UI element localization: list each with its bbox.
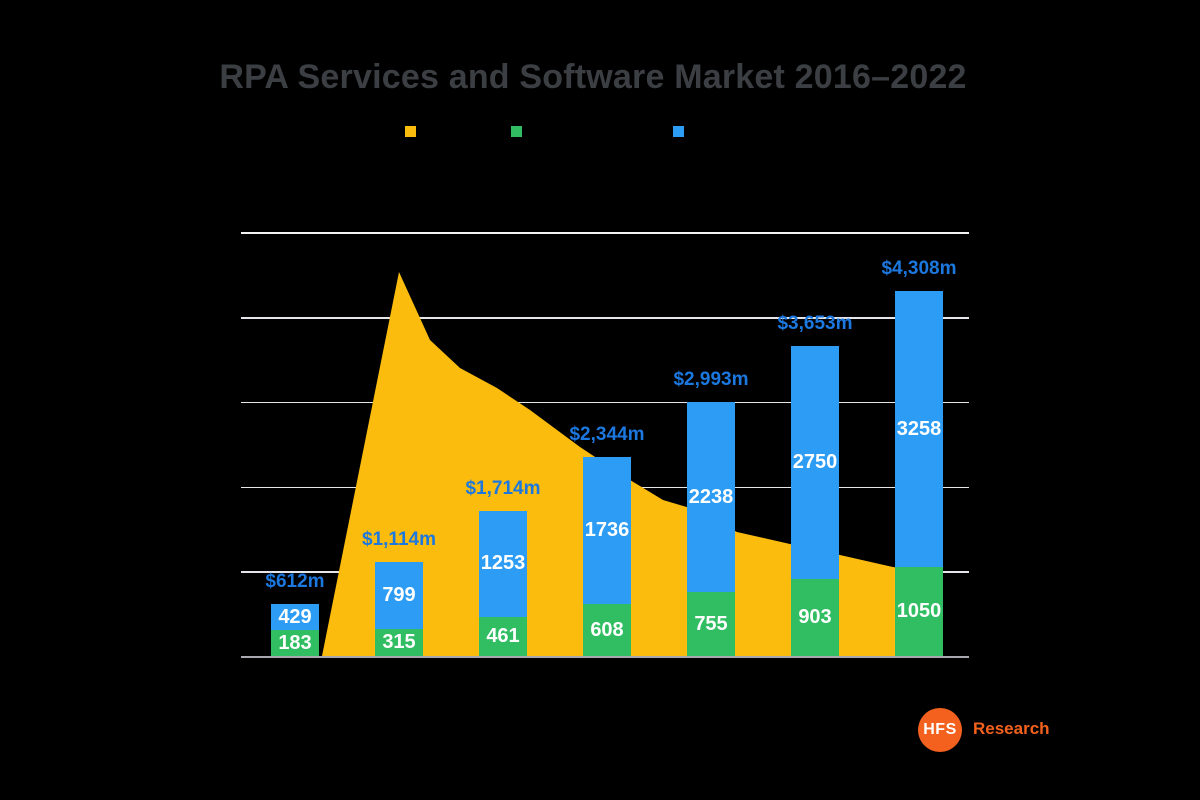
legend-yellow-swatch-icon bbox=[405, 126, 416, 137]
bar-total-label: $1,114m bbox=[362, 528, 436, 550]
bar-segment-green: 608 bbox=[583, 604, 631, 656]
bar-segment-green: 315 bbox=[375, 629, 423, 656]
bar-segment-green: 1050 bbox=[895, 567, 943, 656]
bar-total-label: $4,308m bbox=[881, 258, 957, 279]
bar-segment-green: 461 bbox=[479, 616, 527, 656]
bar-segment-blue: 1736 bbox=[583, 457, 631, 605]
bar-segment-green: 183 bbox=[271, 630, 319, 656]
bar-segment-blue: 799 bbox=[375, 561, 423, 630]
bar-segment-blue: 2238 bbox=[687, 402, 735, 593]
bar-total-label: $3,653m bbox=[777, 313, 853, 335]
gridline bbox=[241, 401, 969, 404]
bar-segment-blue: 3258 bbox=[895, 291, 943, 568]
bar-segment-blue: 2750 bbox=[791, 346, 839, 580]
bar-segment-blue: 1253 bbox=[479, 510, 527, 617]
x-axis-line bbox=[241, 656, 969, 658]
legend-blue-swatch-icon bbox=[673, 126, 684, 137]
bar-total-label: $612m bbox=[265, 571, 325, 593]
legend-green-swatch-icon bbox=[511, 126, 522, 137]
bar-segment-blue: 429 bbox=[271, 604, 319, 630]
research-brand-label: Research bbox=[973, 719, 1050, 738]
gridline bbox=[241, 317, 969, 319]
yellow-area bbox=[322, 272, 919, 656]
hfs-logo: HFS bbox=[918, 708, 962, 752]
bar-total-label: $2,993m bbox=[673, 369, 749, 391]
gridline bbox=[241, 232, 969, 235]
bar-segment-green: 755 bbox=[687, 592, 735, 656]
bar-segment-green: 903 bbox=[791, 579, 839, 656]
bar-total-label: $1,714m bbox=[465, 477, 541, 499]
chart-title: RPA Services and Software Market 2016–20… bbox=[219, 58, 967, 96]
bar-total-label: $2,344m bbox=[569, 424, 645, 446]
